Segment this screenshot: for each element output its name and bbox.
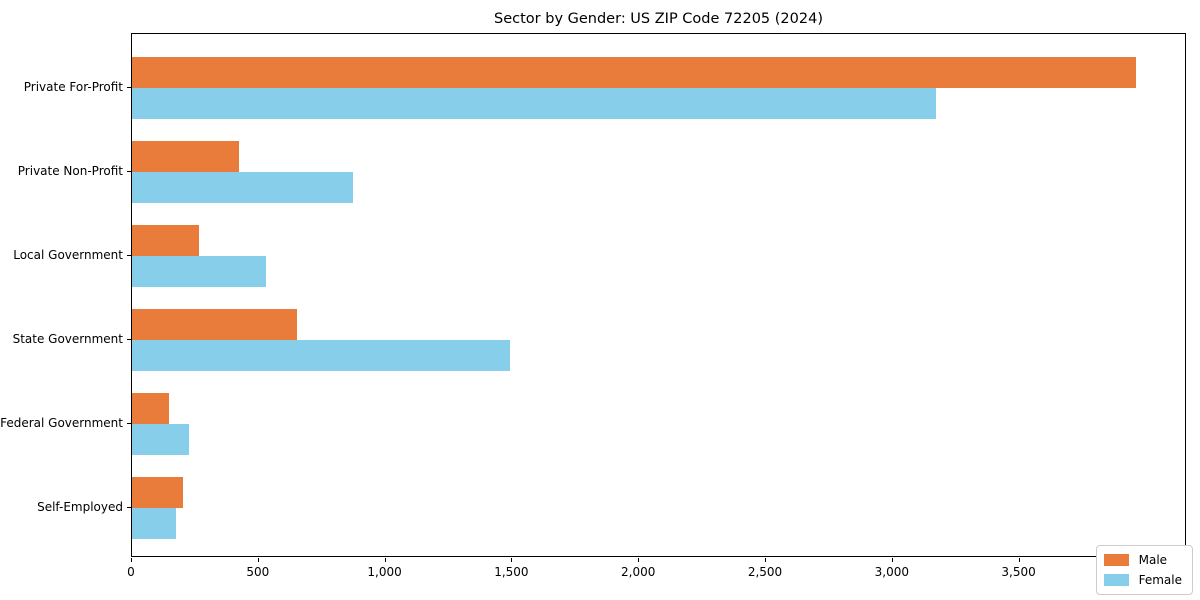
x-axis-tick-label: 1,500: [494, 565, 529, 579]
y-axis-tick-mark: [127, 339, 131, 341]
y-axis-tick-mark: [127, 255, 131, 257]
bar-female-1: [132, 172, 353, 204]
bar-male-2: [132, 225, 200, 257]
x-axis-tick-mark: [511, 558, 513, 562]
x-axis-tick-mark: [891, 558, 893, 562]
x-axis-tick-label: 0: [127, 565, 135, 579]
x-axis-tick-mark: [765, 558, 766, 562]
x-axis-tick-label: 500: [246, 565, 270, 579]
x-axis-tick-label: 1,000: [367, 565, 402, 579]
y-axis-tick-mark: [127, 171, 131, 173]
y-axis-category-label: Private Non-Profit: [17, 164, 123, 179]
x-axis-tick-label: 2,500: [747, 565, 783, 579]
y-axis-category-label: Self-Employed: [37, 499, 123, 514]
x-axis-tick-label: 3,500: [1001, 565, 1036, 579]
bar-male-4: [132, 392, 169, 424]
legend: Male Female: [1095, 545, 1193, 595]
y-axis-category-label: Private For-Profit: [23, 80, 123, 95]
plot-area: [131, 33, 1186, 557]
bar-female-0: [132, 88, 936, 120]
y-axis-tick-mark: [127, 422, 131, 424]
x-axis-tick-mark: [257, 558, 259, 562]
bar-female-3: [132, 340, 510, 372]
y-axis-category-label: Federal Government: [0, 415, 123, 430]
bar-male-0: [132, 57, 1137, 89]
x-axis-tick-mark: [638, 558, 640, 562]
x-axis-tick-label: 3,000: [874, 565, 909, 579]
chart-title: Sector by Gender: US ZIP Code 72205 (202…: [494, 11, 823, 27]
bar-male-1: [132, 141, 239, 173]
y-axis-category-label: State Government: [12, 332, 123, 347]
y-axis-tick-mark: [127, 506, 131, 508]
y-axis-tick-mark: [127, 87, 131, 89]
bar-female-5: [132, 507, 177, 539]
legend-swatch-male: [1103, 554, 1129, 566]
bar-male-3: [132, 309, 297, 341]
legend-item-female: Female: [1103, 573, 1182, 587]
legend-item-male: Male: [1103, 553, 1182, 567]
bar-female-2: [132, 256, 267, 288]
legend-swatch-female: [1103, 574, 1129, 586]
x-axis-tick-mark: [384, 558, 386, 562]
bar-male-5: [132, 476, 183, 508]
x-axis-tick-mark: [1018, 558, 1020, 562]
legend-label-female: Female: [1138, 573, 1182, 587]
x-axis-tick-mark: [131, 558, 132, 562]
y-axis-category-label: Local Government: [13, 248, 123, 263]
bar-female-4: [132, 423, 190, 455]
x-axis-tick-label: 2,000: [621, 565, 656, 579]
legend-label-male: Male: [1138, 553, 1168, 567]
